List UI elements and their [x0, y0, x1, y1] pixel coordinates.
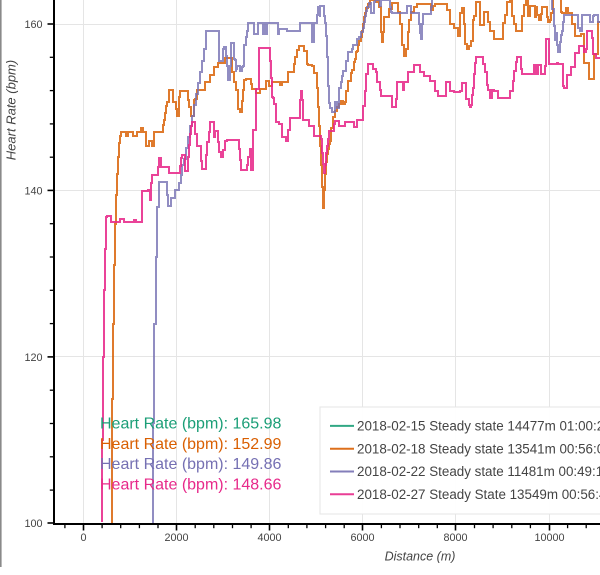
svg-text:Heart Rate (bpm): 148.66: Heart Rate (bpm): 148.66 [100, 476, 282, 493]
svg-text:10000: 10000 [534, 532, 564, 544]
svg-text:2018-02-18 Steady state 13541m: 2018-02-18 Steady state 13541m 00:56:00 [357, 441, 600, 456]
svg-text:100: 100 [24, 518, 42, 530]
svg-text:Heart Rate (bpm): 165.98: Heart Rate (bpm): 165.98 [100, 416, 282, 433]
svg-text:0: 0 [80, 532, 86, 544]
svg-text:Heart Rate (bpm): 149.86: Heart Rate (bpm): 149.86 [100, 456, 282, 473]
svg-text:8000: 8000 [443, 532, 467, 544]
svg-text:6000: 6000 [350, 532, 374, 544]
svg-text:2018-02-15 Steady state 14477m: 2018-02-15 Steady state 14477m 01:00:24 [357, 419, 600, 434]
svg-text:4000: 4000 [257, 532, 281, 544]
svg-text:Distance (m): Distance (m) [385, 549, 456, 563]
svg-text:160: 160 [24, 19, 42, 31]
svg-text:140: 140 [24, 185, 42, 197]
svg-text:2018-02-27 Steady State 13549m: 2018-02-27 Steady State 13549m 00:56:40 [357, 487, 600, 502]
svg-text:2000: 2000 [164, 532, 188, 544]
svg-text:2018-02-22 Steady state 11481m: 2018-02-22 Steady state 11481m 00:49:12 [357, 464, 600, 479]
svg-text:Heart Rate (bpm): Heart Rate (bpm) [4, 60, 19, 160]
svg-text:Heart Rate (bpm): 152.99: Heart Rate (bpm): 152.99 [100, 436, 282, 453]
svg-text:120: 120 [24, 352, 42, 364]
